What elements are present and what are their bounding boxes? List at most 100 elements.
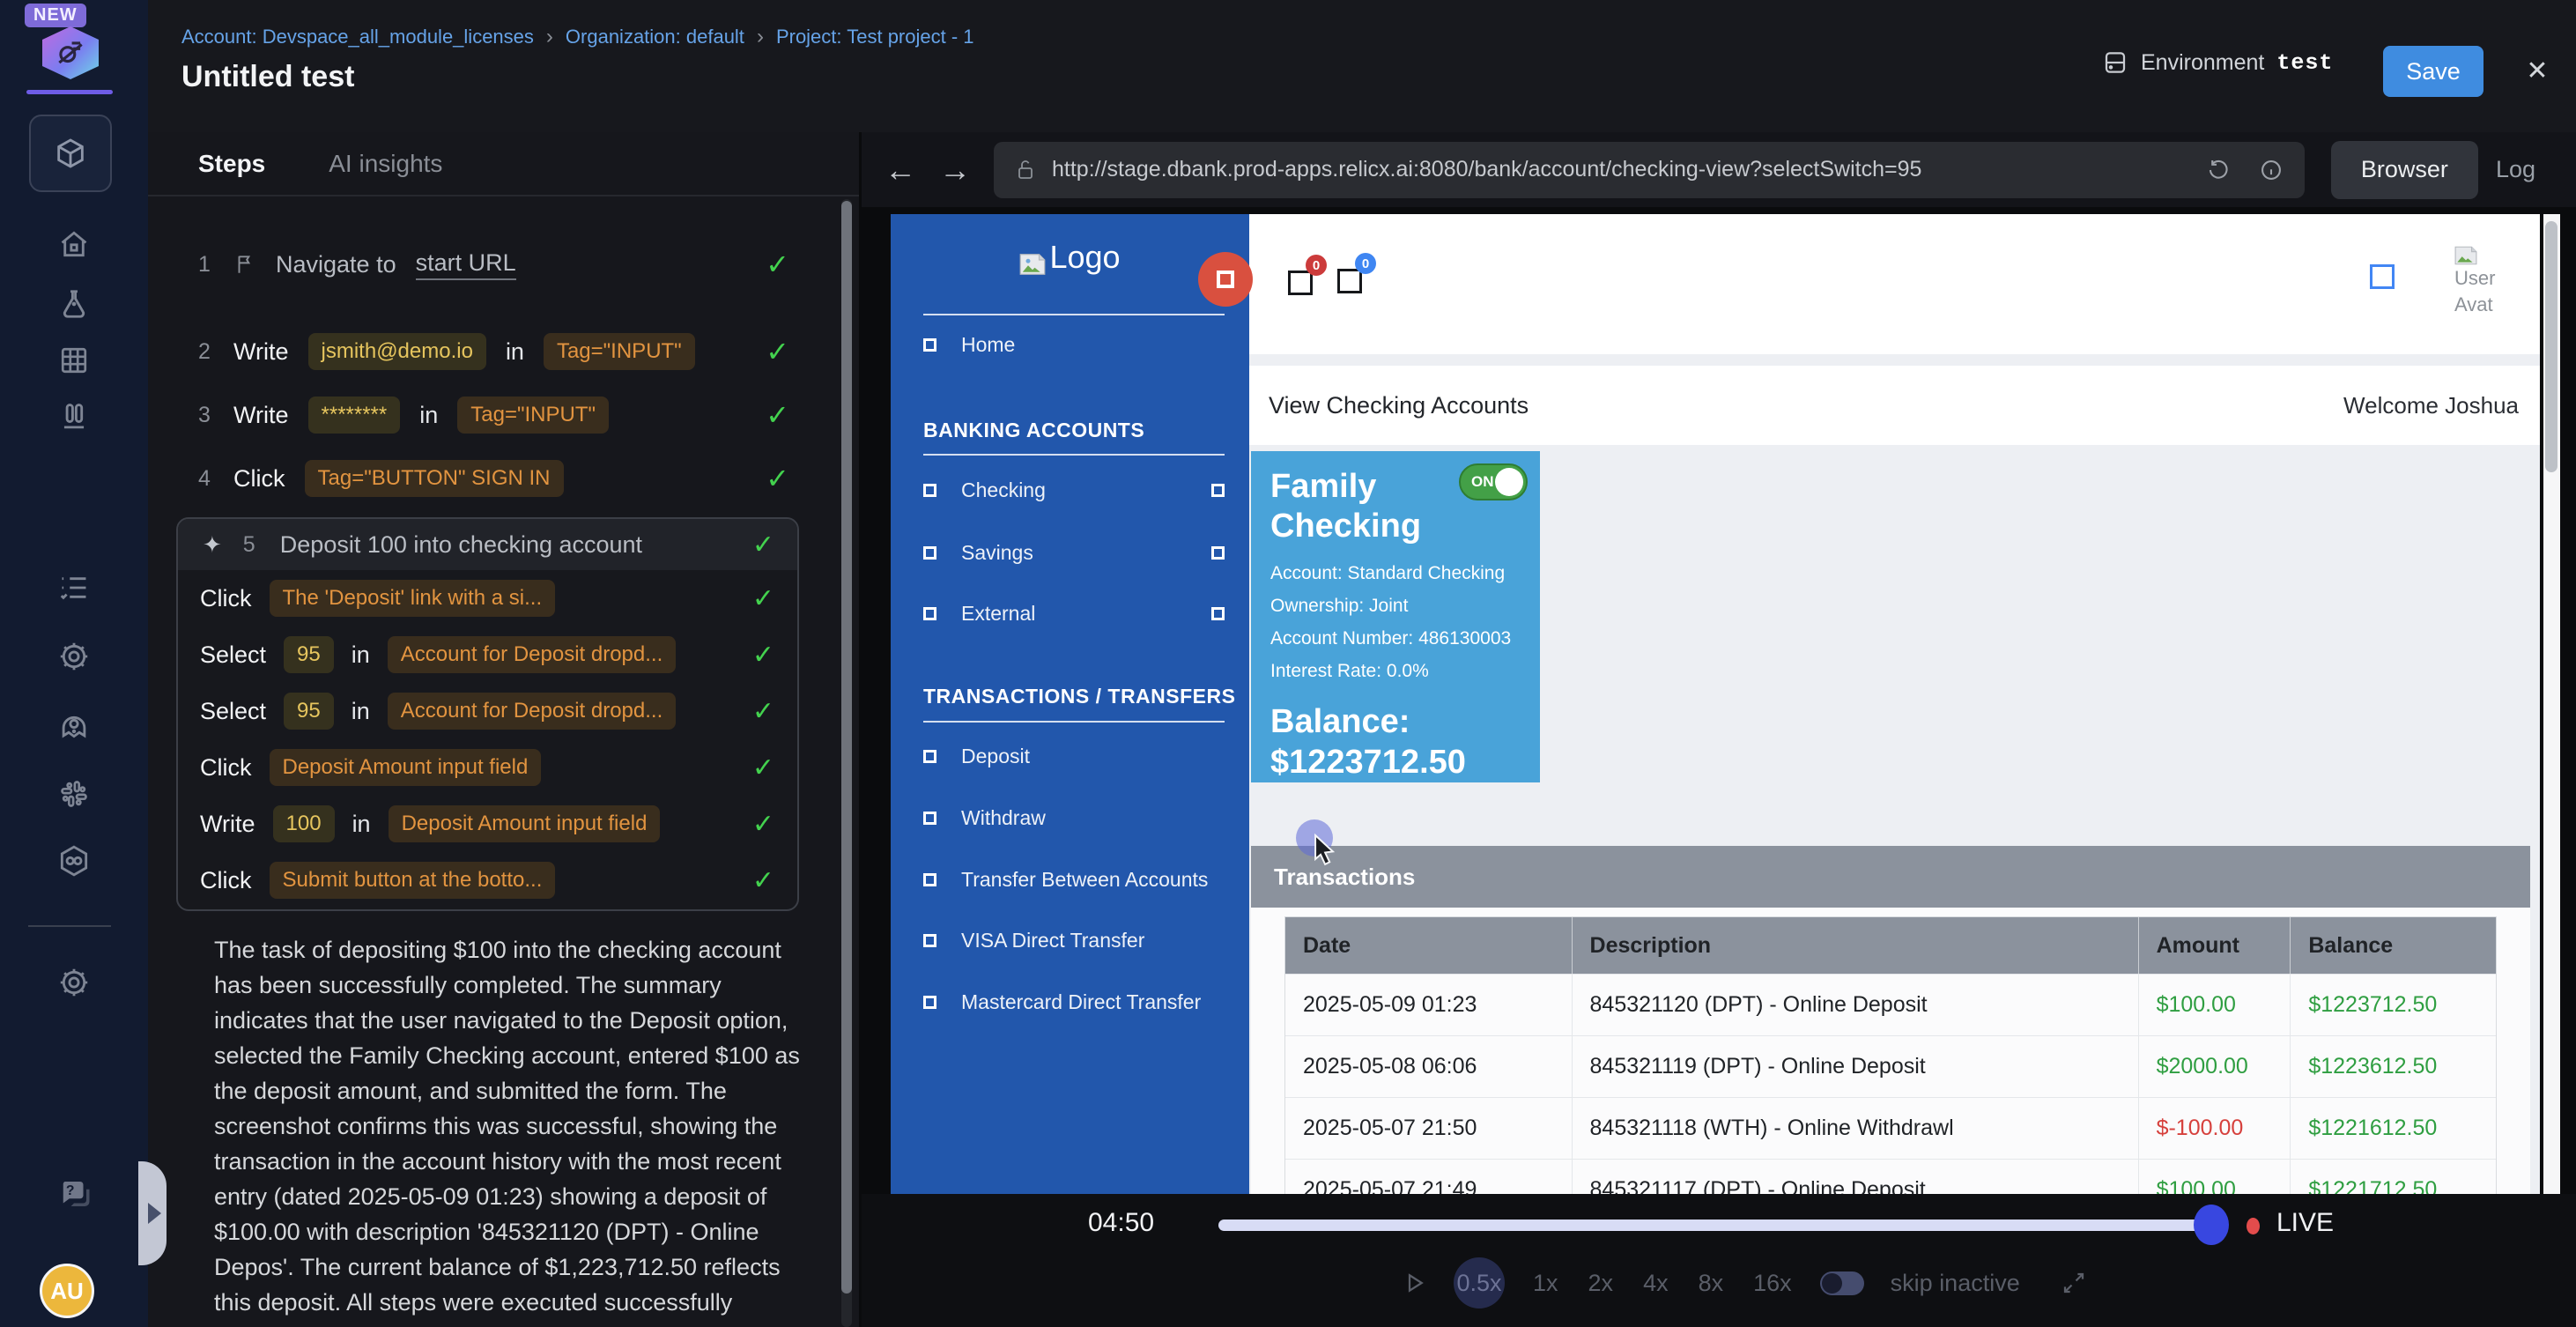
back-icon[interactable]: ← xyxy=(885,151,916,188)
fullscreen-icon[interactable] xyxy=(2061,1270,2087,1296)
close-icon[interactable]: ✕ xyxy=(2526,56,2549,85)
environment-selector[interactable]: Environment test xyxy=(2102,49,2333,76)
notification-icon[interactable] xyxy=(1288,271,1313,295)
bank-nav-visa[interactable]: VISA Direct Transfer xyxy=(923,929,1225,953)
stop-recording-button[interactable] xyxy=(1198,252,1253,307)
speed-16x[interactable]: 16x xyxy=(1753,1269,1792,1296)
step-number: 3 xyxy=(198,402,211,427)
avatar-alt-text: Avat xyxy=(2454,293,2493,315)
play-icon[interactable] xyxy=(1401,1268,1427,1298)
cell-description: 845321120 (DPT) - Online Deposit xyxy=(1573,975,2139,1035)
speed-4x[interactable]: 4x xyxy=(1643,1269,1669,1296)
sidebar-item-home[interactable] xyxy=(54,224,94,264)
sidebar-item-lab[interactable] xyxy=(54,284,94,324)
speed-0.5x[interactable]: 0.5x xyxy=(1454,1257,1505,1308)
breadcrumb-organization[interactable]: Organization: default xyxy=(565,26,744,48)
bank-logo[interactable]: Logo xyxy=(891,239,1249,276)
sidebar-item-integrations[interactable] xyxy=(54,841,94,881)
substep-row-2[interactable]: Select 95 in Account for Deposit dropd..… xyxy=(178,626,797,683)
account-card[interactable]: ON Family Checking Account: Standard Che… xyxy=(1251,451,1540,782)
step-verb: Click xyxy=(233,464,285,492)
sidebar-item-suites[interactable] xyxy=(54,397,94,437)
tab-ai-insights[interactable]: AI insights xyxy=(329,149,443,177)
check-icon: ✓ xyxy=(766,336,789,367)
tab-log[interactable]: Log xyxy=(2495,156,2535,182)
forward-icon[interactable]: → xyxy=(939,151,971,188)
cell-balance: $1223712.50 xyxy=(2308,992,2438,1017)
bank-nav-checking[interactable]: Checking xyxy=(923,478,1225,502)
breadcrumb-project[interactable]: Project: Test project - 1 xyxy=(775,26,974,48)
substep-row-1[interactable]: Click The 'Deposit' link with a si... ✓ xyxy=(178,570,797,626)
steps-panel: Steps AI insights 1 Navigate to start UR… xyxy=(148,132,859,1327)
top-header: Account: Devspace_all_module_licenses › … xyxy=(148,0,2576,132)
browser-panel: ← → http://stage.dbank.prod-apps.relicx.… xyxy=(859,132,2576,1327)
reload-icon[interactable] xyxy=(2206,158,2231,182)
bank-nav-deposit[interactable]: Deposit xyxy=(923,745,1225,768)
placeholder-icon xyxy=(923,607,936,620)
substep-row-3[interactable]: Select 95 in Account for Deposit dropd..… xyxy=(178,683,797,739)
message-icon[interactable] xyxy=(1337,269,1362,293)
step-number: 4 xyxy=(198,465,211,491)
substep-row-6[interactable]: Click Submit button at the botto... ✓ xyxy=(178,852,797,908)
placeholder-icon[interactable] xyxy=(2370,264,2395,289)
replay-player: 04:50 LIVE 0.5x 1x 2x 4x 8x 16x skip ina… xyxy=(862,1194,2576,1327)
substep-row-5[interactable]: Write 100 in Deposit Amount input field … xyxy=(178,796,797,852)
sidebar-item-incognito[interactable] xyxy=(54,705,94,745)
environment-value: test xyxy=(2276,49,2334,76)
url-text[interactable]: http://stage.dbank.prod-apps.relicx.ai:8… xyxy=(1052,157,1922,182)
sidebar-item-settings[interactable] xyxy=(54,636,94,677)
steps-scrollbar-thumb[interactable] xyxy=(841,201,852,1294)
account-toggle[interactable]: ON xyxy=(1459,463,1528,500)
sidebar-item-active-tool[interactable] xyxy=(29,115,112,192)
speed-1x[interactable]: 1x xyxy=(1533,1269,1558,1296)
user-avatar-broken[interactable]: User Avat xyxy=(2454,246,2534,318)
step-row-1[interactable]: 1 Navigate to start URL ✓ xyxy=(148,240,835,289)
step-group-header[interactable]: ✦ 5 Deposit 100 into checking account ✓ xyxy=(178,519,797,570)
sidebar-item-admin-settings[interactable] xyxy=(54,962,94,1003)
tab-browser[interactable]: Browser xyxy=(2330,140,2478,199)
step-row-2[interactable]: 2 Write jsmith@demo.io in Tag="INPUT" ✓ xyxy=(148,327,835,376)
placeholder-icon xyxy=(923,934,936,947)
user-avatar[interactable]: AU xyxy=(40,1264,94,1318)
slack-icon xyxy=(61,781,87,807)
info-icon[interactable] xyxy=(2259,158,2284,182)
left-rail: NEW xyxy=(0,0,148,1327)
transactions-panel: Transactions Date Description Amount Bal… xyxy=(1251,846,2530,1194)
bank-scrollbar-thumb[interactable] xyxy=(2545,221,2557,472)
url-bar[interactable]: http://stage.dbank.prod-apps.relicx.ai:8… xyxy=(994,141,2305,198)
speed-8x[interactable]: 8x xyxy=(1698,1269,1724,1296)
help-chat-button[interactable]: ? xyxy=(54,1174,94,1214)
sidebar-item-runs[interactable] xyxy=(54,567,94,608)
transactions-title: Transactions xyxy=(1274,863,1416,890)
speed-2x[interactable]: 2x xyxy=(1588,1269,1614,1296)
bank-nav-external[interactable]: External xyxy=(923,602,1225,626)
playback-knob[interactable] xyxy=(2194,1205,2229,1245)
account-number: Account Number: 486130003 xyxy=(1270,628,1512,649)
bank-nav-mastercard[interactable]: Mastercard Direct Transfer xyxy=(923,990,1225,1014)
tab-steps[interactable]: Steps xyxy=(198,149,266,177)
start-url-link[interactable]: start URL xyxy=(415,249,516,280)
toggle-knob xyxy=(1821,1272,1842,1294)
sidebar-item-table[interactable] xyxy=(54,340,94,381)
gear-icon xyxy=(60,642,88,671)
step-row-4[interactable]: 4 Click Tag="BUTTON" SIGN IN ✓ xyxy=(148,454,835,503)
skip-inactive-toggle[interactable] xyxy=(1819,1271,1864,1295)
breadcrumb-account[interactable]: Account: Devspace_all_module_licenses xyxy=(181,26,534,48)
panel-expander[interactable] xyxy=(138,1161,167,1265)
substep-row-4[interactable]: Click Deposit Amount input field ✓ xyxy=(178,739,797,796)
col-date: Date xyxy=(1285,917,1573,974)
sidebar-item-slack[interactable] xyxy=(54,774,94,814)
bank-scrollbar-track[interactable] xyxy=(2543,214,2560,1194)
bank-nav-savings[interactable]: Savings xyxy=(923,541,1225,565)
check-icon: ✓ xyxy=(751,752,774,782)
app-logo-icon[interactable] xyxy=(42,26,99,79)
playback-progress-bar[interactable] xyxy=(1218,1220,2210,1231)
bank-nav-withdraw[interactable]: Withdraw xyxy=(923,806,1225,830)
bank-nav-transfer[interactable]: Transfer Between Accounts xyxy=(923,868,1225,892)
bank-nav-label: Mastercard Direct Transfer xyxy=(961,990,1202,1013)
step-row-3[interactable]: 3 Write ******** in Tag="INPUT" ✓ xyxy=(148,390,835,440)
save-button[interactable]: Save xyxy=(2383,46,2483,97)
replay-viewport: Logo Home BANKING ACCOUNTS Checking Savi… xyxy=(862,207,2576,1194)
bank-nav-label: External xyxy=(961,602,1036,625)
bank-nav-home[interactable]: Home xyxy=(923,333,1225,357)
